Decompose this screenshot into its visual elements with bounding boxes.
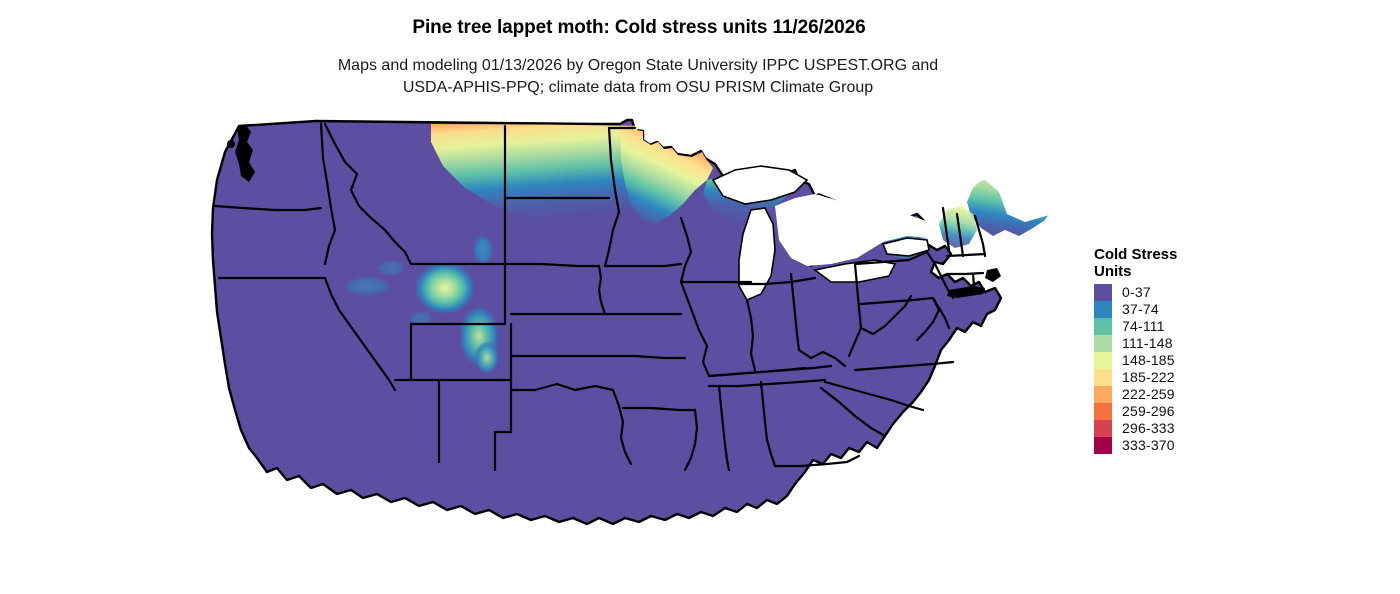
boundary-ky-tn	[707, 364, 833, 378]
olympic-detail	[227, 140, 235, 148]
lake-superior	[711, 165, 809, 205]
boundary-pa-md	[859, 296, 935, 306]
legend-items: 0-37 37-74 74-111 111-148 148-185 185-222 222-…	[1094, 284, 1294, 454]
legend-row[interactable]: 111-148	[1094, 335, 1294, 352]
legend-color-swatch	[1094, 301, 1112, 318]
legend-label: 74-111	[1122, 318, 1165, 334]
raster-zone-maine	[967, 168, 1053, 236]
long-island-detail	[947, 286, 985, 298]
boundary-oh-pa	[847, 262, 863, 358]
boundary-wa-or	[213, 204, 323, 212]
boundary-ar-la	[621, 406, 697, 412]
boundary-ny-vt	[941, 206, 951, 252]
water-layer	[711, 165, 931, 302]
legend-label: 111-148	[1122, 335, 1173, 351]
raster-zone-wind-river-range	[415, 262, 475, 314]
legend-label: 0-37	[1122, 284, 1151, 300]
raster-zone-northern-plains	[431, 124, 647, 226]
boundary-ma-south	[945, 271, 985, 276]
puget-sound-detail	[235, 124, 255, 182]
boundary-sd-ne	[503, 262, 601, 268]
boundary-va-nc	[853, 360, 955, 372]
raster-zone-bighorn-mtns	[472, 234, 494, 266]
us-choropleth-map	[195, 118, 1085, 588]
legend-row[interactable]: 37-74	[1094, 301, 1294, 318]
boundary-nm-tx	[493, 378, 513, 472]
legend-label: 37-74	[1122, 301, 1159, 317]
figure-subtitle: Maps and modeling 01/13/2026 by Oregon S…	[0, 55, 1276, 99]
boundary-in-oh	[789, 272, 801, 352]
subtitle-line-1: Maps and modeling 01/13/2026 by Oregon S…	[337, 57, 939, 74]
legend-color-swatch	[1094, 369, 1112, 386]
cape-cod-detail	[985, 268, 1001, 282]
lake-ontario	[881, 237, 930, 257]
legend-color-swatch	[1094, 352, 1112, 369]
boundary-ms-al	[717, 384, 731, 472]
boundary-vt-nh	[955, 212, 965, 258]
subtitle-line-2: USDA-APHIS-PPQ; climate data from OSU PR…	[402, 79, 874, 96]
boundary-mn-wi	[679, 216, 711, 378]
boundary-mn-ia	[603, 262, 683, 268]
legend-row[interactable]: 74-111	[1094, 318, 1294, 335]
legend-color-swatch	[1094, 403, 1112, 420]
boundary-ga-fl	[773, 454, 861, 468]
boundary-il-in	[745, 298, 757, 372]
boundary-pacific-id	[319, 122, 337, 266]
legend-label: 185-222	[1122, 369, 1175, 385]
boundary-md-va	[915, 296, 941, 342]
boundary-mo-ar	[605, 354, 687, 360]
legend-color-swatch	[1094, 335, 1112, 352]
boundary-nc-sc	[823, 380, 925, 412]
legend-title-line-2: Units	[1094, 263, 1132, 280]
legend-color-swatch	[1094, 437, 1112, 454]
boundary-ok-tx	[509, 382, 615, 392]
legend-title: Cold Stress Units	[1094, 246, 1204, 280]
lake-michigan	[738, 207, 776, 302]
boundary-al-ga	[759, 380, 777, 468]
boundary-dakotas-mn	[603, 126, 621, 268]
legend-title-line-1: Cold Stress	[1094, 246, 1178, 263]
legend-label: 222-259	[1122, 386, 1175, 402]
boundary-sc-ga	[819, 386, 887, 438]
coastline-detail-layer	[227, 124, 1001, 298]
legend-color-swatch	[1094, 284, 1112, 301]
map-legend: Cold Stress Units 0-37 37-74 74-111 111-148…	[1094, 246, 1294, 454]
legend-row[interactable]: 259-296	[1094, 403, 1294, 420]
boundary-ky-oh	[797, 348, 847, 368]
legend-row[interactable]: 296-333	[1094, 420, 1294, 437]
raster-zone-bitterroots	[375, 259, 407, 277]
legend-row[interactable]: 185-222	[1094, 369, 1294, 386]
legend-label: 259-296	[1122, 403, 1175, 419]
boundary-wv-va	[859, 294, 913, 336]
legend-row[interactable]: 333-370	[1094, 437, 1294, 454]
legend-color-swatch	[1094, 420, 1112, 437]
raster-zone-central-idaho	[341, 275, 393, 297]
legend-label: 148-185	[1122, 352, 1175, 368]
legend-color-swatch	[1094, 386, 1112, 403]
legend-color-swatch	[1094, 318, 1112, 335]
raster-zone-uinta-mtns	[408, 310, 434, 326]
legend-row[interactable]: 222-259	[1094, 386, 1294, 403]
boundary-tn-south	[707, 378, 827, 388]
legend-label: 296-333	[1122, 420, 1175, 436]
boundary-ne-ia	[597, 264, 607, 316]
boundary-id-mt	[323, 122, 413, 266]
page-title: Pine tree lappet moth: Cold stress units…	[412, 17, 866, 38]
great-lakes-void	[775, 194, 931, 266]
boundary-tx-la	[611, 388, 633, 466]
legend-row[interactable]: 148-185	[1094, 352, 1294, 369]
legend-row[interactable]: 0-37	[1094, 284, 1294, 301]
boundary-pa-ny	[853, 250, 929, 266]
map-canvas	[210, 118, 1053, 526]
raster-zone-minnesota	[620, 120, 713, 224]
boundary-la-ms	[683, 408, 699, 472]
state-boundaries-layer	[213, 122, 987, 472]
boundary-nv-ut	[323, 276, 397, 392]
raster-zone-sawatch-range	[475, 342, 499, 374]
legend-label: 333-370	[1122, 437, 1175, 453]
boundary-ma-north	[945, 252, 987, 258]
boundary-nh-me	[973, 214, 987, 258]
boundary-mi-in-oh	[737, 276, 817, 286]
